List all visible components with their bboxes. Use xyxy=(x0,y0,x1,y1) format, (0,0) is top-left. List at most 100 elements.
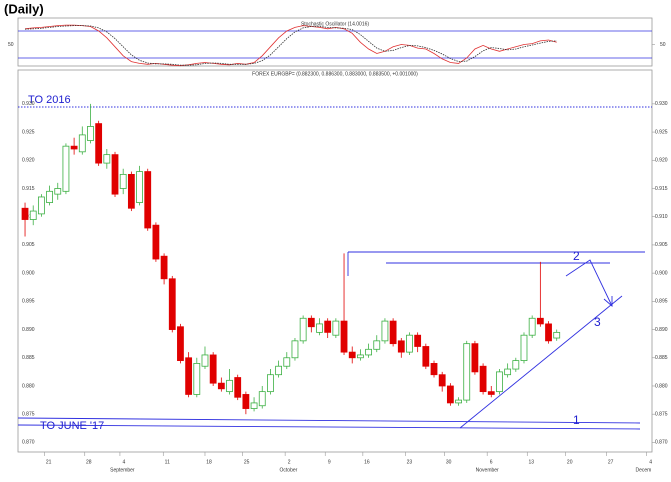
candle-body xyxy=(258,391,266,407)
x-tick-label: 2 xyxy=(288,459,291,465)
candle-body xyxy=(430,363,438,376)
candle-body xyxy=(29,210,37,220)
y-tick-label: 0.930 xyxy=(22,101,35,107)
annotation: 2 xyxy=(573,249,580,263)
month-label: October xyxy=(280,467,298,473)
annotation: TO 2016 xyxy=(28,94,71,106)
candle-body xyxy=(463,343,471,401)
candle-body xyxy=(144,171,152,229)
drawings xyxy=(17,106,652,430)
candle-body xyxy=(381,320,389,342)
candle-body xyxy=(283,357,291,367)
trend-line xyxy=(459,295,623,429)
x-tick-label: 4 xyxy=(123,459,126,465)
x-tick-label: 9 xyxy=(328,459,331,465)
y-tick-label: 0.925 xyxy=(22,129,35,135)
candle-body xyxy=(414,334,422,347)
oscillator-panel xyxy=(17,17,653,67)
y-tick-label: 0.905 xyxy=(655,242,668,248)
y-tick-label: 50 xyxy=(660,42,666,48)
candle-body xyxy=(95,123,103,164)
candle-body xyxy=(46,190,53,203)
candle-body xyxy=(177,326,184,361)
y-tick-label: 0.900 xyxy=(655,270,668,276)
candle-body xyxy=(340,320,348,353)
candle-body xyxy=(275,365,283,376)
month-label: September xyxy=(110,467,135,473)
x-tick-label: 21 xyxy=(46,459,52,465)
candle-body xyxy=(103,154,111,164)
candle-body xyxy=(455,399,462,404)
candle-body xyxy=(422,346,430,367)
candle-body xyxy=(234,377,242,398)
candle-body xyxy=(217,382,225,390)
y-tick-label: 0.875 xyxy=(655,412,668,418)
y-tick-label: 0.910 xyxy=(655,214,668,220)
y-tick-label: 0.890 xyxy=(655,327,668,333)
x-tick-label: 25 xyxy=(244,459,250,465)
y-tick-label: 0.875 xyxy=(22,412,35,418)
candle-body xyxy=(242,394,250,409)
y-tick-label: 0.920 xyxy=(22,158,35,164)
x-tick-label: 18 xyxy=(206,459,212,465)
y-tick-label: 0.915 xyxy=(655,186,668,192)
candle-body xyxy=(446,385,454,404)
candle-body xyxy=(70,145,78,150)
candle-body xyxy=(201,354,209,367)
candle-body xyxy=(520,334,528,361)
x-tick-label: 27 xyxy=(608,459,614,465)
candle-body xyxy=(389,320,397,345)
candle-body xyxy=(193,363,201,395)
candle-body xyxy=(111,154,119,195)
candle-body xyxy=(291,340,299,359)
x-tick-label: 20 xyxy=(567,459,573,465)
projection-arrow xyxy=(565,259,613,307)
candle-body xyxy=(553,331,561,339)
y-tick-label: 0.870 xyxy=(655,440,668,446)
candle-body xyxy=(136,171,143,203)
candle-body xyxy=(78,134,86,153)
candle-body xyxy=(536,317,544,325)
candle-body xyxy=(62,145,70,192)
candle-body xyxy=(512,360,520,370)
support-line xyxy=(17,417,641,424)
x-tick-label: 16 xyxy=(364,459,370,465)
candle-body xyxy=(119,173,127,189)
candle-body xyxy=(397,340,405,353)
candle-body xyxy=(316,323,323,333)
y-tick-label: 0.925 xyxy=(655,129,668,135)
candle-body xyxy=(496,371,503,393)
candle-body xyxy=(365,348,372,356)
candle-body xyxy=(356,354,364,359)
candle-body xyxy=(299,317,307,342)
oscillator-line xyxy=(24,24,557,67)
annotation: 1 xyxy=(573,413,580,427)
candle-body xyxy=(54,188,62,195)
candle-body xyxy=(324,320,332,333)
x-tick-label: 11 xyxy=(165,459,170,465)
y-tick-label: 0.870 xyxy=(22,440,35,446)
candle-body xyxy=(528,317,536,336)
candle-body xyxy=(185,357,193,395)
arrow-head xyxy=(603,296,613,307)
candle-body xyxy=(267,374,274,393)
candle-body xyxy=(545,323,552,342)
candle-body xyxy=(127,173,135,209)
y-tick-label: 0.895 xyxy=(655,299,668,305)
candle-body xyxy=(37,196,45,215)
candle-body xyxy=(87,126,94,141)
annotation: 3 xyxy=(594,315,601,329)
x-tick-label: 23 xyxy=(407,459,413,465)
candle-body xyxy=(438,374,446,387)
x-tick-label: 4 xyxy=(649,459,652,465)
candle-body xyxy=(21,207,29,220)
month-label: November xyxy=(476,467,499,473)
y-tick-label: 0.900 xyxy=(22,270,35,276)
candle-body xyxy=(487,391,495,395)
support-line xyxy=(17,424,641,430)
oscillator-line xyxy=(24,25,557,66)
candle-body xyxy=(209,354,217,384)
y-tick-label: 0.915 xyxy=(22,186,35,192)
y-tick-label: 0.885 xyxy=(22,355,35,361)
